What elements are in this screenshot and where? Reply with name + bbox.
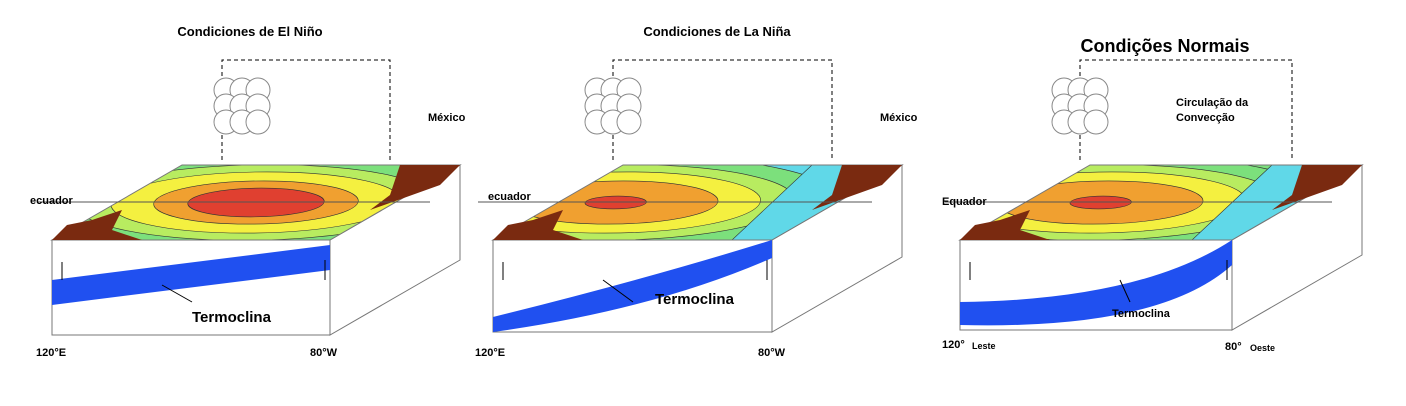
thermocline-label: Termoclina xyxy=(655,291,735,308)
land xyxy=(960,210,1050,240)
longitude-label: 80°W xyxy=(310,347,338,359)
equator-label: Equador xyxy=(942,196,987,208)
thermocline xyxy=(960,240,1232,326)
thermocline-label: Termoclina xyxy=(192,309,272,326)
longitude-label: 80° xyxy=(1225,341,1242,353)
longitude-label: 80°W xyxy=(758,347,786,359)
thermocline xyxy=(52,245,330,305)
land xyxy=(812,165,902,210)
equator-label: ecuador xyxy=(30,195,74,207)
pointer xyxy=(161,284,193,303)
cloud xyxy=(1083,109,1109,135)
panel-title: Condiciones de La Niña xyxy=(643,24,791,39)
equator-label: ecuador xyxy=(488,191,532,203)
circulation-label: Convecção xyxy=(1176,112,1235,124)
longitude-label: 120°E xyxy=(475,347,505,359)
thermocline-label: Termoclina xyxy=(1112,308,1171,320)
direction-label: Oeste xyxy=(1250,343,1275,353)
longitude-label: 120°E xyxy=(36,347,66,359)
land xyxy=(370,165,460,210)
labels: Condiciones de El Niño México ecuador Te… xyxy=(30,24,1275,359)
longitude-label: 120° xyxy=(942,339,965,351)
thermocline xyxy=(493,240,772,332)
circulation-label: Circulação da xyxy=(1176,97,1249,109)
panel-title: Condições Normais xyxy=(1080,36,1249,56)
direction-label: Leste xyxy=(972,341,996,351)
cloud xyxy=(245,109,271,135)
land xyxy=(493,210,583,240)
country-label: México xyxy=(428,112,466,124)
pointer xyxy=(1119,279,1131,303)
illustrations xyxy=(37,59,1364,336)
country-label: México xyxy=(880,112,918,124)
land xyxy=(1272,165,1362,210)
pointer xyxy=(602,279,634,303)
cloud xyxy=(616,109,642,135)
panel-title: Condiciones de El Niño xyxy=(177,24,322,39)
land xyxy=(52,210,142,240)
